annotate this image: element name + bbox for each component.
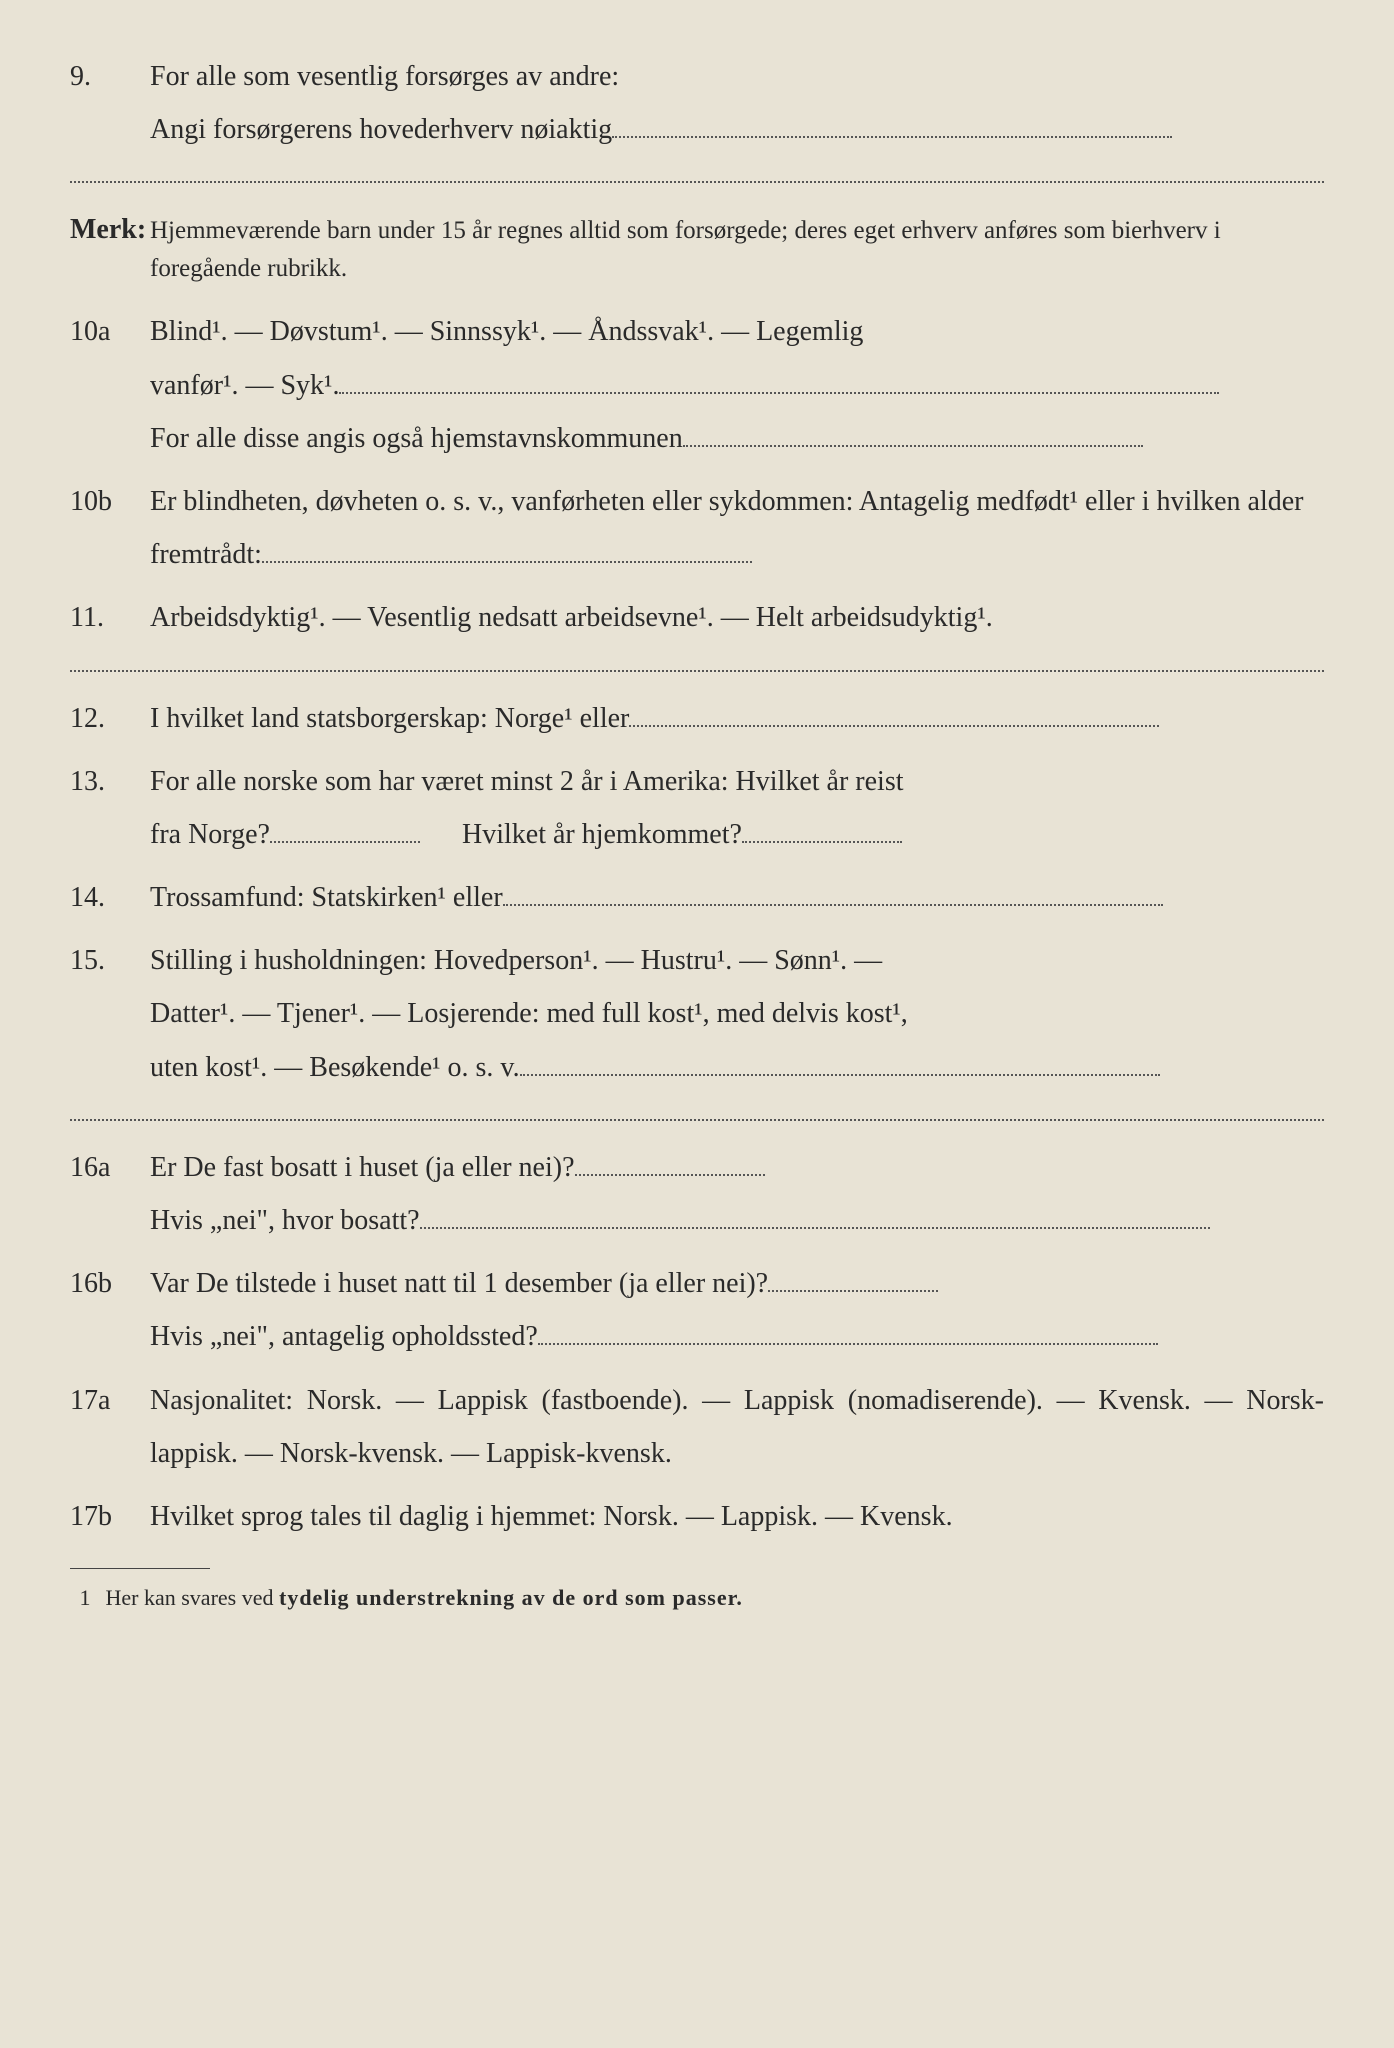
- question-text: For alle som vesentlig forsørges av andr…: [150, 50, 1324, 156]
- question-number: 16a: [70, 1141, 150, 1194]
- question-text: Blind¹. — Døvstum¹. — Sinnssyk¹. — Åndss…: [150, 305, 1324, 465]
- fill-line: [520, 1074, 1160, 1076]
- question-13: 13. For alle norske som har været minst …: [70, 755, 1324, 861]
- fill-line: [503, 904, 1163, 906]
- question-12: 12. I hvilket land statsborgerskap: Norg…: [70, 692, 1324, 745]
- question-number: 17b: [70, 1490, 150, 1543]
- question-14: 14. Trossamfund: Statskirken¹ eller: [70, 871, 1324, 924]
- question-number: 13.: [70, 755, 150, 808]
- merk-text: Hjemmeværende barn under 15 år regnes al…: [150, 212, 1324, 287]
- fill-line: [575, 1174, 765, 1176]
- question-number: 12.: [70, 692, 150, 745]
- question-number: 10b: [70, 475, 150, 528]
- fill-line: [538, 1343, 1158, 1345]
- footnote-rule: [70, 1568, 210, 1569]
- question-number: 16b: [70, 1257, 150, 1310]
- footnote-marker: 1: [70, 1577, 100, 1619]
- question-15: 15. Stilling i husholdningen: Hovedperso…: [70, 934, 1324, 1094]
- question-17a: 17a Nasjonalitet: Norsk. — Lappisk (fast…: [70, 1374, 1324, 1480]
- question-text: I hvilket land statsborgerskap: Norge¹ e…: [150, 692, 1324, 745]
- question-number: 17a: [70, 1374, 150, 1427]
- question-text: Er De fast bosatt i huset (ja eller nei)…: [150, 1141, 1324, 1247]
- question-16b: 16b Var De tilstede i huset natt til 1 d…: [70, 1257, 1324, 1363]
- question-text: Hvilket sprog tales til daglig i hjemmet…: [150, 1490, 1324, 1543]
- question-number: 9.: [70, 50, 150, 103]
- question-9: 9. For alle som vesentlig forsørges av a…: [70, 50, 1324, 156]
- question-text: Arbeidsdyktig¹. — Vesentlig nedsatt arbe…: [150, 591, 1324, 644]
- fill-line: [612, 136, 1172, 138]
- question-text: Stilling i husholdningen: Hovedperson¹. …: [150, 934, 1324, 1094]
- fill-line: [262, 561, 752, 563]
- question-number: 15.: [70, 934, 150, 987]
- question-text: For alle norske som har været minst 2 år…: [150, 755, 1324, 861]
- separator: [70, 1119, 1324, 1121]
- question-text: Er blindheten, døvheten o. s. v., vanfør…: [150, 475, 1324, 581]
- fill-line: [339, 392, 1219, 394]
- question-number: 10a: [70, 305, 150, 358]
- separator: [70, 670, 1324, 672]
- fill-line: [768, 1290, 938, 1292]
- fill-line: [683, 445, 1143, 447]
- question-text: Nasjonalitet: Norsk. — Lappisk (fastboen…: [150, 1374, 1324, 1480]
- merk-note: Merk: Hjemmeværende barn under 15 år reg…: [70, 203, 1324, 287]
- separator: [70, 181, 1324, 183]
- question-10a: 10a Blind¹. — Døvstum¹. — Sinnssyk¹. — Å…: [70, 305, 1324, 465]
- fill-line: [629, 725, 1159, 727]
- merk-label: Merk:: [70, 203, 150, 256]
- question-10b: 10b Er blindheten, døvheten o. s. v., va…: [70, 475, 1324, 581]
- question-17b: 17b Hvilket sprog tales til daglig i hje…: [70, 1490, 1324, 1543]
- question-text: Trossamfund: Statskirken¹ eller: [150, 871, 1324, 924]
- question-11: 11. Arbeidsdyktig¹. — Vesentlig nedsatt …: [70, 591, 1324, 644]
- question-text: Var De tilstede i huset natt til 1 desem…: [150, 1257, 1324, 1363]
- footnote: 1 Her kan svares ved tydelig understrekn…: [70, 1558, 1324, 1619]
- question-number: 11.: [70, 591, 150, 644]
- question-number: 14.: [70, 871, 150, 924]
- fill-line: [420, 1227, 1210, 1229]
- fill-line: [742, 841, 902, 843]
- fill-line: [270, 841, 420, 843]
- question-16a: 16a Er De fast bosatt i huset (ja eller …: [70, 1141, 1324, 1247]
